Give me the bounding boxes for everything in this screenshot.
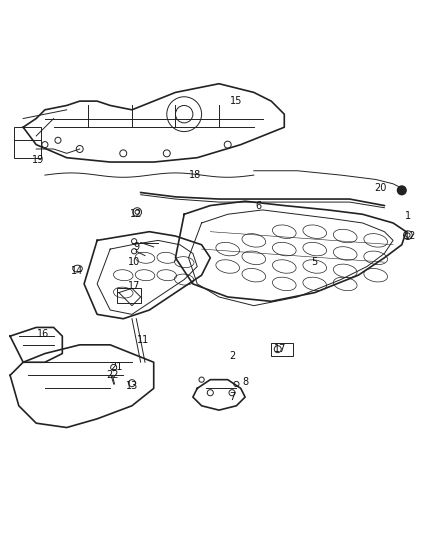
Text: 17: 17: [128, 281, 140, 291]
Text: 19: 19: [32, 155, 45, 165]
Text: 11: 11: [137, 335, 149, 345]
Text: 17: 17: [274, 344, 286, 354]
Text: 9: 9: [133, 242, 139, 252]
Text: 7: 7: [229, 392, 235, 402]
Text: 8: 8: [242, 377, 248, 387]
Text: 14: 14: [71, 266, 84, 276]
Text: 5: 5: [311, 257, 318, 267]
Text: 12: 12: [130, 209, 142, 219]
Text: 21: 21: [110, 361, 123, 372]
Text: 12: 12: [404, 231, 417, 241]
Text: 1: 1: [405, 212, 411, 221]
Text: 6: 6: [255, 200, 261, 211]
Text: 13: 13: [126, 381, 138, 391]
Text: 20: 20: [374, 183, 386, 193]
Circle shape: [397, 186, 406, 195]
Text: 16: 16: [37, 329, 49, 339]
Text: 22: 22: [106, 370, 119, 381]
Text: 15: 15: [230, 96, 243, 106]
Text: 2: 2: [229, 351, 235, 361]
Text: 10: 10: [128, 257, 140, 267]
Text: 18: 18: [189, 170, 201, 180]
